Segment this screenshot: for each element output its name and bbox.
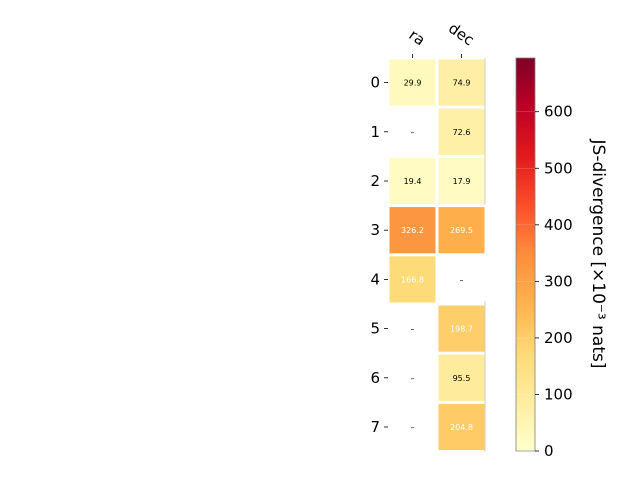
row-label: 7 bbox=[370, 418, 380, 436]
cell-missing-label: – bbox=[411, 423, 415, 432]
heatmap-cell bbox=[438, 157, 485, 205]
colorbar-label: JS-divergence [×10⁻³ nats] bbox=[588, 139, 608, 369]
heatmap-cell bbox=[438, 305, 485, 352]
heatmap-cell bbox=[389, 59, 436, 106]
colorbar-gradient bbox=[515, 57, 536, 452]
cell-value-label: 17.9 bbox=[453, 177, 471, 186]
colorbar-tick-label: 0 bbox=[544, 442, 554, 460]
row-label: 5 bbox=[370, 320, 380, 338]
cell-value-label: 72.6 bbox=[453, 128, 471, 137]
row-label: 0 bbox=[370, 74, 380, 92]
colorbar-tick-label: 600 bbox=[544, 103, 573, 121]
colorbar-tick-label: 200 bbox=[544, 329, 573, 347]
cell-value-label: 198.7 bbox=[450, 325, 473, 334]
colorbar-tick-label: 300 bbox=[544, 272, 573, 290]
heatmap-cell bbox=[389, 256, 436, 303]
colorbar-tick-label: 100 bbox=[544, 385, 573, 403]
heatmap-cell bbox=[438, 354, 485, 401]
column-label: dec bbox=[445, 19, 477, 49]
column-label: ra bbox=[406, 26, 429, 50]
row-labels: 0 1 2 3 4 5 6 7 bbox=[370, 74, 388, 436]
row-label: 4 bbox=[370, 270, 380, 288]
cell-value-label: 269.5 bbox=[450, 226, 473, 235]
heatmap-cell bbox=[389, 207, 436, 254]
colorbar: 0 100 200 300 400 500 600 JS-divergence [×10⁻³… bbox=[515, 57, 608, 460]
cell-missing-label: – bbox=[411, 128, 415, 137]
cell-value-label: 204.8 bbox=[450, 423, 473, 432]
colorbar-tick-label: 500 bbox=[544, 159, 573, 177]
cell-missing-label: – bbox=[411, 374, 415, 383]
heatmap-cell bbox=[438, 108, 485, 155]
heatmap-grid: 29.9 74.9 – 72.6 19.4 17.9 326.2 269.5 166.8 – – 19… bbox=[389, 58, 486, 452]
heatmap-cell bbox=[438, 403, 485, 451]
cell-missing-label: – bbox=[411, 325, 415, 334]
colorbar-tick-label: 400 bbox=[544, 216, 573, 234]
cell-value-label: 95.5 bbox=[453, 374, 471, 383]
cell-value-label: 166.8 bbox=[401, 275, 424, 284]
cell-value-label: 326.2 bbox=[401, 226, 424, 235]
heatmap-cell bbox=[389, 157, 436, 205]
cell-value-label: 19.4 bbox=[404, 177, 422, 186]
column-labels: ra dec bbox=[406, 19, 478, 58]
row-label: 1 bbox=[370, 123, 380, 141]
row-label: 2 bbox=[370, 172, 380, 190]
heatmap-cell bbox=[438, 207, 485, 254]
colorbar-ticks: 0 100 200 300 400 500 600 bbox=[516, 103, 573, 460]
heatmap-cell bbox=[438, 59, 485, 106]
row-label: 6 bbox=[370, 369, 380, 387]
cell-value-label: 29.9 bbox=[404, 79, 422, 88]
row-label: 3 bbox=[370, 221, 380, 239]
cell-value-label: 74.9 bbox=[453, 79, 471, 88]
cell-missing-label: – bbox=[460, 275, 464, 284]
